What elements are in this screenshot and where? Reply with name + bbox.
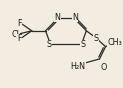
Text: S: S xyxy=(46,40,52,49)
Text: O: O xyxy=(100,63,107,72)
Text: Cl: Cl xyxy=(11,30,19,39)
Text: S: S xyxy=(94,34,99,43)
Text: CH₃: CH₃ xyxy=(107,38,122,47)
Text: N: N xyxy=(54,13,60,22)
Text: F: F xyxy=(17,19,21,28)
Text: H₂N: H₂N xyxy=(70,62,85,71)
Text: N: N xyxy=(72,13,78,22)
Text: S: S xyxy=(80,40,85,49)
Text: F: F xyxy=(17,34,21,43)
